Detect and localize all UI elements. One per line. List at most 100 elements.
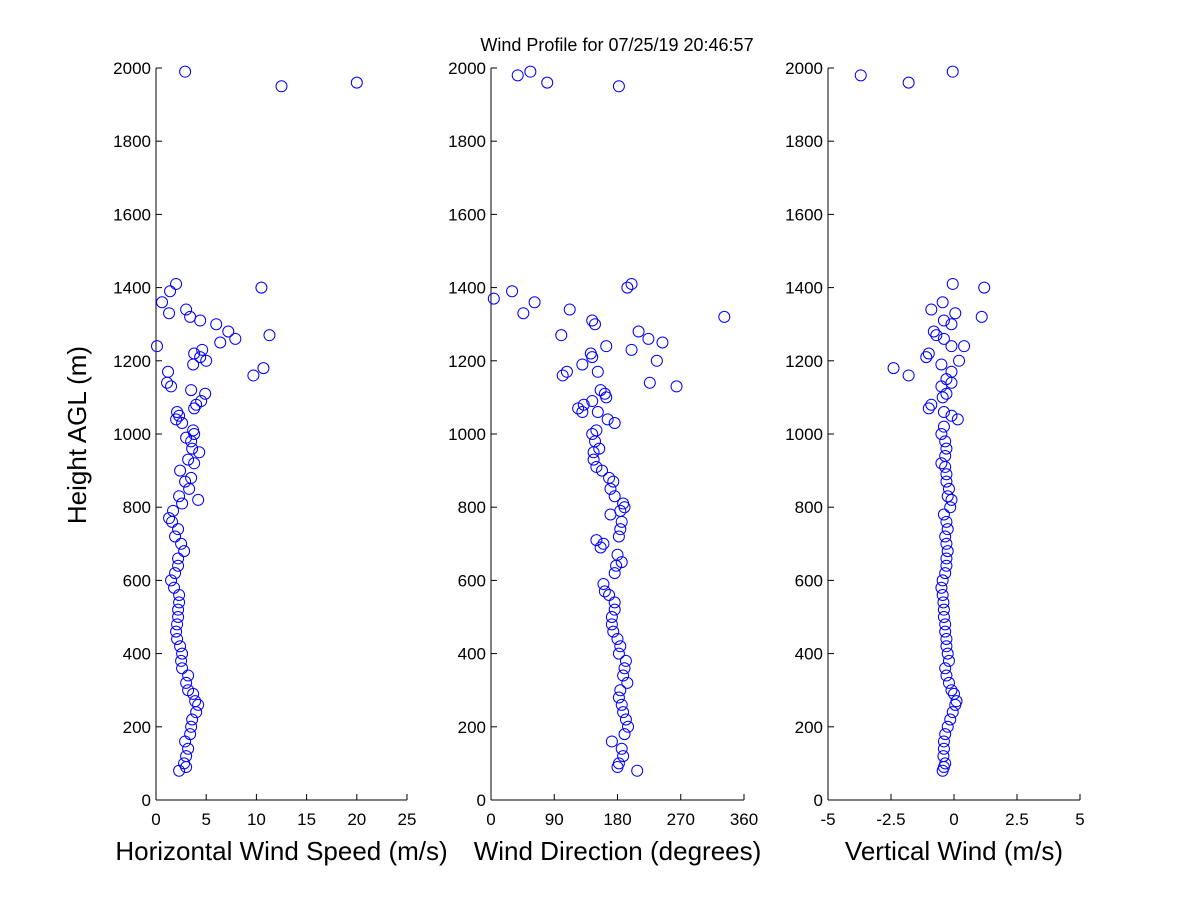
horizontal-wind-speed-data-point: [189, 695, 202, 708]
vertical-wind-data-point: [939, 728, 952, 741]
horizontal-wind-speed-data-point: [185, 384, 198, 397]
vertical-wind-y-tick-label: 1800: [785, 132, 823, 151]
horizontal-wind-speed-data-point: [175, 537, 188, 550]
vertical-wind-data-point: [935, 380, 948, 393]
wind-direction-data-point: [560, 365, 573, 378]
vertical-wind-data-point: [942, 676, 955, 689]
vertical-wind-data-point: [937, 603, 950, 616]
vertical-wind-data-point: [922, 347, 935, 360]
wind-direction-data-point: [608, 596, 621, 609]
vertical-wind-data-point: [937, 611, 950, 623]
vertical-wind-data-point: [945, 340, 958, 353]
vertical-wind-data-point: [935, 358, 948, 371]
horizontal-wind-speed-data-point: [180, 431, 193, 444]
vertical-wind-data-point: [958, 340, 971, 353]
horizontal-wind-speed-data-point: [151, 340, 164, 353]
horizontal-wind-speed-x-tick-label: 20: [347, 810, 366, 829]
wind-direction-data-point: [598, 387, 611, 400]
horizontal-wind-speed-data-point: [180, 303, 193, 316]
vertical-wind-data-point: [936, 589, 949, 602]
horizontal-wind-speed-data-point: [169, 530, 182, 543]
horizontal-wind-speed-data-point: [176, 417, 189, 430]
wind-direction-data-point: [611, 548, 624, 561]
vertical-wind-data-point: [887, 362, 900, 375]
vertical-wind-data-point: [953, 354, 966, 367]
horizontal-wind-speed-y-tick-label: 600: [123, 571, 151, 590]
wind-direction-data-point: [612, 691, 625, 704]
horizontal-wind-speed-data-point: [169, 567, 182, 580]
vertical-wind-y-tick-label: 1200: [785, 352, 823, 371]
wind-direction-data-point: [511, 69, 524, 82]
wind-direction-y-tick-label: 800: [458, 498, 486, 517]
vertical-wind-y-tick-label: 400: [795, 645, 823, 664]
wind-direction-data-point: [608, 603, 621, 616]
horizontal-wind-speed-data-point: [173, 589, 186, 602]
wind-direction-data-point: [594, 541, 607, 554]
wind-direction-data-point: [625, 277, 638, 290]
wind-direction-data-point: [586, 314, 599, 327]
wind-direction-x-tick-label: 0: [486, 810, 495, 829]
vertical-wind-data-point: [927, 325, 940, 338]
horizontal-wind-speed-data-point: [188, 347, 201, 360]
horizontal-wind-speed-data-point: [195, 395, 208, 408]
horizontal-wind-speed-data-point: [185, 720, 198, 733]
wind-direction-data-point: [577, 398, 590, 411]
horizontal-wind-speed-data-point: [180, 750, 193, 763]
vertical-wind-data-point: [939, 625, 952, 638]
vertical-wind-data-point: [945, 365, 958, 378]
horizontal-wind-speed-data-point: [192, 698, 205, 711]
horizontal-wind-speed-y-tick-label: 1200: [113, 352, 151, 371]
horizontal-wind-speed-data-point: [182, 453, 195, 466]
vertical-wind-data-point: [940, 669, 953, 682]
wind-direction-data-point: [586, 395, 599, 408]
wind-direction-y-tick-label: 0: [477, 791, 486, 810]
horizontal-wind-speed-data-point: [176, 497, 189, 510]
horizontal-wind-speed-data-point: [257, 362, 270, 375]
wind-direction-data-point: [605, 735, 618, 748]
vertical-wind-panel: 0 200 400 600 800 1000 1200 1400 1600 1800 2000 -5 -…: [785, 59, 1085, 866]
wind-direction-data-point: [631, 764, 644, 777]
vertical-wind-y-tick-label: 800: [795, 498, 823, 517]
horizontal-wind-speed-data-point: [165, 574, 178, 587]
wind-direction-data-point: [615, 515, 628, 528]
horizontal-wind-speed-data-point: [179, 65, 192, 78]
vertical-wind-data-point: [940, 537, 953, 550]
vertical-wind-data-point: [946, 65, 959, 78]
wind-direction-data-point: [517, 307, 530, 320]
wind-direction-data-point: [603, 589, 616, 602]
vertical-wind-y-tick-label: 600: [795, 571, 823, 590]
horizontal-wind-speed-data-point: [164, 285, 177, 298]
vertical-wind-data-point: [922, 402, 935, 415]
horizontal-wind-speed-y-tick-label: 800: [123, 498, 151, 517]
vertical-wind-data-point: [937, 596, 950, 609]
wind-direction-data-point: [643, 376, 656, 389]
horizontal-wind-speed-data-point: [162, 365, 175, 378]
vertical-wind-data-point: [935, 457, 948, 470]
horizontal-wind-speed-data-point: [194, 314, 207, 327]
wind-direction-y-tick-label: 200: [458, 718, 486, 737]
horizontal-wind-speed-data-point: [214, 336, 227, 349]
wind-direction-data-point: [587, 453, 600, 466]
vertical-wind-data-point: [941, 720, 954, 733]
wind-direction-data-point: [608, 490, 621, 503]
horizontal-wind-speed-x-axis-label: Horizontal Wind Speed (m/s): [115, 836, 447, 866]
vertical-wind-data-point: [937, 314, 950, 327]
wind-direction-y-tick-label: 1800: [448, 132, 486, 151]
wind-direction-data-point: [618, 728, 631, 741]
vertical-wind-x-tick-label: 5: [1075, 810, 1084, 829]
horizontal-wind-speed-data-point: [182, 742, 195, 755]
vertical-wind-data-point: [937, 406, 950, 419]
wind-direction-y-tick-label: 1600: [448, 205, 486, 224]
vertical-wind-data-point: [939, 567, 952, 580]
wind-direction-data-point: [603, 471, 616, 484]
wind-direction-y-tick-label: 1200: [448, 352, 486, 371]
vertical-wind-data-point: [940, 640, 953, 653]
horizontal-wind-speed-y-tick-label: 400: [123, 645, 151, 664]
vertical-wind-data-point: [941, 647, 954, 660]
wind-direction-data-point: [619, 654, 632, 667]
vertical-wind-data-point: [945, 318, 958, 331]
vertical-wind-data-point: [945, 409, 958, 422]
wind-direction-data-point: [506, 285, 519, 298]
horizontal-wind-speed-data-point: [187, 358, 200, 371]
